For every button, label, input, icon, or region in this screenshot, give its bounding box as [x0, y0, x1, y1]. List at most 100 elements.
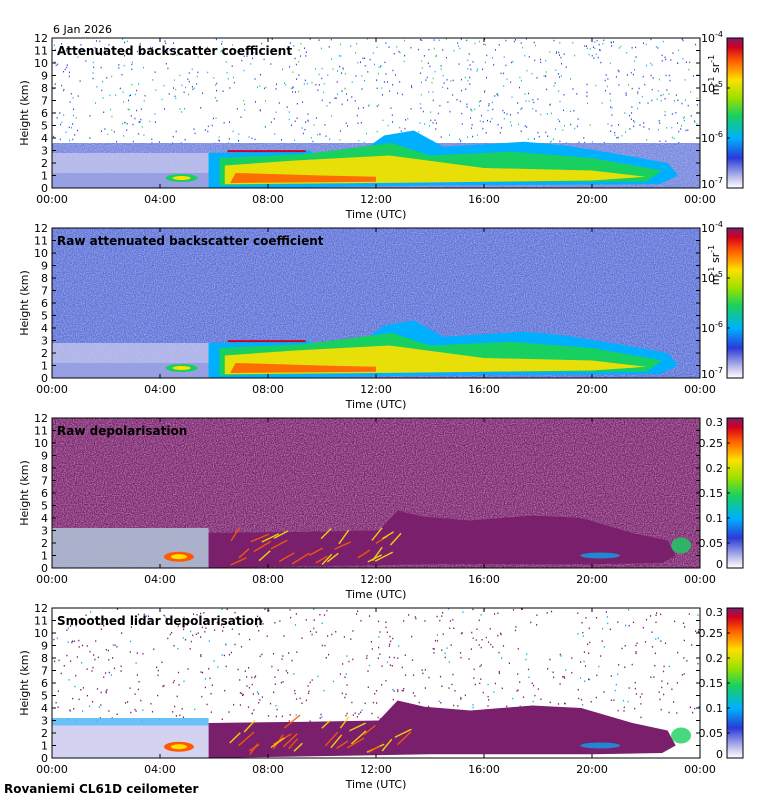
y-tick-label: 4 [41, 132, 48, 145]
y-tick-label: 5 [41, 690, 48, 703]
y-tick-label: 2 [41, 157, 48, 170]
y-tick-label: 10 [34, 627, 48, 640]
y-axis-label: Height (km) [18, 270, 31, 336]
x-tick-label: 00:00 [36, 763, 68, 776]
y-tick-label: 11 [34, 615, 48, 628]
x-tick-label: 16:00 [468, 763, 500, 776]
colorbar-tick-label: 0.05 [699, 727, 724, 740]
x-tick-label: 00:00 [684, 193, 716, 206]
y-tick-label: 5 [41, 120, 48, 133]
x-tick-label: 20:00 [576, 573, 608, 586]
y-tick-label: 8 [41, 82, 48, 95]
y-tick-label: 7 [41, 475, 48, 488]
colorbar-tick-label: 0.2 [706, 462, 724, 475]
y-tick-label: 7 [41, 665, 48, 678]
y-tick-label: 7 [41, 95, 48, 108]
y-tick-label: 12 [34, 222, 48, 235]
y-axis-label: Height (km) [18, 460, 31, 526]
colorbar-tick-label: 0.1 [706, 702, 724, 715]
x-axis-label: Time (UTC) [345, 208, 407, 221]
y-tick-label: 1 [41, 360, 48, 373]
colorbar-tick-label: 10-5 [701, 80, 723, 95]
heatmap-2 [52, 228, 700, 378]
y-tick-label: 11 [34, 425, 48, 438]
x-tick-label: 04:00 [144, 383, 176, 396]
y-tick-label: 4 [41, 322, 48, 335]
colorbar-2: 10-4 10-5 10-6 10-7 m-1 sr-1 [701, 220, 744, 381]
date-label: 6 Jan 2026 [53, 23, 112, 36]
y-tick-label: 5 [41, 500, 48, 513]
y-axis-label: Height (km) [18, 80, 31, 146]
x-tick-label: 00:00 [684, 763, 716, 776]
y-tick-label: 3 [41, 715, 48, 728]
x-axis-label: Time (UTC) [345, 778, 407, 791]
x-tick-label: 08:00 [252, 763, 284, 776]
y-tick-label: 3 [41, 525, 48, 538]
colorbar-1: 10-4 10-5 10-6 10-7 m-1 sr-1 [701, 30, 744, 191]
y-tick-label: 9 [41, 260, 48, 273]
y-tick-label: 10 [34, 57, 48, 70]
y-tick-label: 1 [41, 740, 48, 753]
colorbar-3: 0.3 0.25 0.2 0.15 0.1 0.05 0 [699, 416, 744, 571]
colorbar-tick-label: 0.2 [706, 652, 724, 665]
y-tick-label: 4 [41, 512, 48, 525]
y-tick-label: 0 [41, 372, 48, 385]
x-tick-label: 04:00 [144, 763, 176, 776]
colorbar-tick-label: 0.3 [706, 416, 724, 429]
y-tick-label: 0 [41, 562, 48, 575]
x-axis-label: Time (UTC) [345, 588, 407, 601]
panel-title: Raw attenuated backscatter coefficient [57, 234, 324, 248]
y-tick-label: 11 [34, 45, 48, 58]
colorbar-tick-label: 0 [716, 558, 723, 571]
y-tick-label: 9 [41, 450, 48, 463]
y-tick-label: 9 [41, 70, 48, 83]
x-tick-label: 04:00 [144, 573, 176, 586]
colorbar-tick-label: 0.25 [699, 627, 724, 640]
x-tick-label: 16:00 [468, 193, 500, 206]
colorbar-unit-label: m-1 sr-1 [707, 245, 722, 285]
y-tick-label: 0 [41, 182, 48, 195]
x-tick-label: 04:00 [144, 193, 176, 206]
colorbar-unit-label: m-1 sr-1 [707, 55, 722, 95]
heatmap-1 [52, 38, 700, 188]
y-tick-label: 1 [41, 550, 48, 563]
colorbar-tick-label: 10-4 [701, 30, 723, 45]
y-tick-label: 2 [41, 727, 48, 740]
panel-title: Attenuated backscatter coefficient [57, 44, 292, 58]
colorbar-tick-label: 0.15 [699, 487, 724, 500]
x-tick-label: 12:00 [360, 763, 392, 776]
colorbar-tick-label: 10-5 [701, 270, 723, 285]
y-tick-label: 10 [34, 437, 48, 450]
x-tick-label: 16:00 [468, 383, 500, 396]
y-tick-label: 9 [41, 640, 48, 653]
heatmap-4 [52, 608, 700, 758]
colorbar-tick-label: 0.1 [706, 512, 724, 525]
colorbar-tick-label: 10-6 [701, 130, 723, 145]
colorbar-tick-label: 0.15 [699, 677, 724, 690]
y-tick-label: 3 [41, 145, 48, 158]
x-tick-label: 20:00 [576, 763, 608, 776]
y-tick-label: 8 [41, 652, 48, 665]
y-tick-label: 12 [34, 32, 48, 45]
y-axis-label: Height (km) [18, 650, 31, 716]
x-tick-label: 16:00 [468, 573, 500, 586]
colorbar-4: 0.3 0.25 0.2 0.15 0.1 0.05 0 [699, 606, 744, 761]
heatmap-3 [52, 418, 700, 568]
y-tick-label: 2 [41, 347, 48, 360]
x-tick-label: 08:00 [252, 573, 284, 586]
x-tick-label: 00:00 [36, 573, 68, 586]
colorbar-tick-label: 10-4 [701, 220, 723, 235]
colorbar-tick-label: 0.05 [699, 537, 724, 550]
y-tick-label: 2 [41, 537, 48, 550]
y-tick-label: 6 [41, 297, 48, 310]
y-tick-label: 10 [34, 247, 48, 260]
x-tick-label: 00:00 [684, 383, 716, 396]
y-tick-label: 0 [41, 752, 48, 765]
y-tick-label: 6 [41, 487, 48, 500]
